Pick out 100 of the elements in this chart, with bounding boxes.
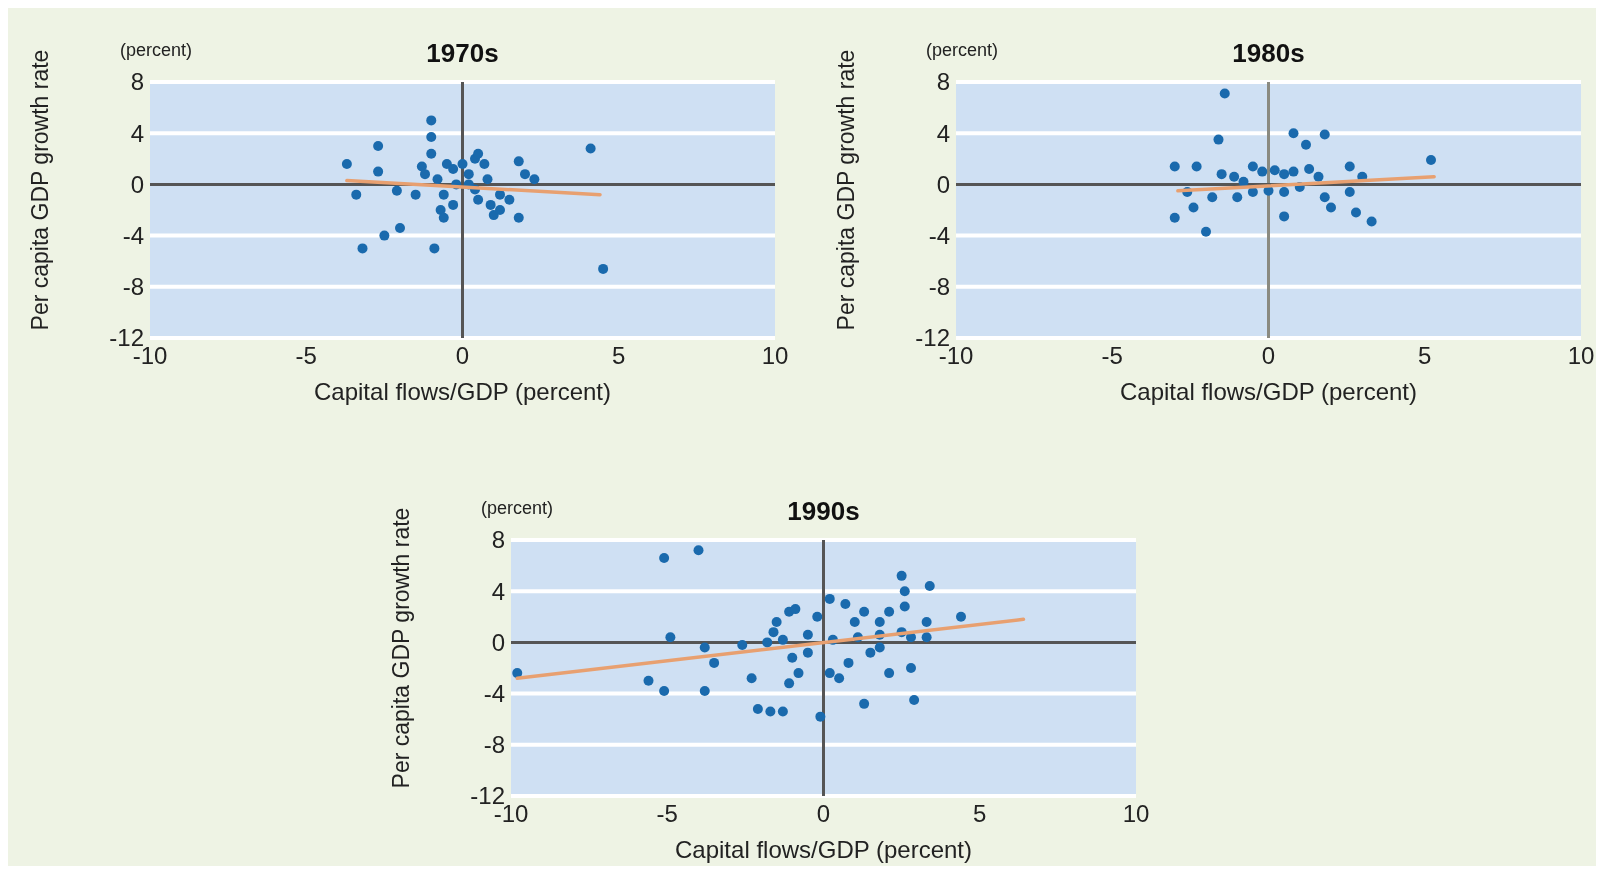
point <box>921 616 932 627</box>
point <box>457 158 468 169</box>
x-tick-label: 0 <box>816 800 831 827</box>
point <box>513 212 524 223</box>
point <box>752 703 763 714</box>
y-tick-label: -8 <box>928 273 950 301</box>
point <box>924 581 935 592</box>
point <box>659 552 670 563</box>
point <box>513 156 524 167</box>
point <box>665 632 676 643</box>
point <box>896 570 907 581</box>
point <box>1279 187 1290 198</box>
point <box>435 205 446 215</box>
chart-title: 1970s <box>426 38 499 68</box>
point <box>1426 155 1436 166</box>
point <box>1351 207 1361 218</box>
point <box>432 174 443 185</box>
point <box>1229 171 1240 182</box>
point <box>373 166 384 177</box>
point <box>1219 88 1230 99</box>
point <box>341 158 352 169</box>
point <box>485 199 496 210</box>
y-tick-label: 8 <box>936 68 950 96</box>
point <box>448 199 459 210</box>
point <box>1288 128 1299 139</box>
point <box>874 616 885 627</box>
point <box>391 185 402 196</box>
point <box>956 611 966 622</box>
y-tick-label: 4 <box>130 119 144 147</box>
point <box>643 675 654 686</box>
point <box>802 629 813 640</box>
point <box>762 637 773 648</box>
point <box>746 673 757 684</box>
point <box>1232 192 1243 203</box>
point <box>504 194 515 205</box>
point <box>899 601 910 612</box>
point <box>1279 169 1290 180</box>
x-axis-title: Capital flows/GDP (percent) <box>1120 378 1417 405</box>
y-tick-label: 8 <box>491 526 505 554</box>
point <box>357 243 368 254</box>
point <box>777 706 788 717</box>
point <box>448 164 459 175</box>
point <box>438 189 449 200</box>
point <box>874 642 885 653</box>
y-axis-title: Per capita GDP growth rate <box>27 49 53 331</box>
point <box>473 194 484 205</box>
point <box>395 222 405 233</box>
point <box>843 657 854 668</box>
chart-title: 1990s <box>787 496 860 526</box>
point <box>709 657 720 668</box>
point <box>598 263 609 274</box>
point <box>1191 161 1202 172</box>
point <box>438 212 449 223</box>
point <box>884 606 895 617</box>
y-tick-label: -8 <box>122 273 144 301</box>
y-tick-label: 0 <box>936 170 950 198</box>
x-axis-title: Capital flows/GDP (percent) <box>314 378 611 405</box>
point <box>1288 166 1299 177</box>
point <box>737 639 748 650</box>
point <box>921 632 932 643</box>
point <box>1257 166 1268 177</box>
point <box>771 616 782 627</box>
point <box>824 668 835 679</box>
point <box>1216 169 1227 180</box>
point <box>426 132 437 143</box>
x-tick-label: -5 <box>656 800 678 827</box>
point <box>859 606 870 617</box>
y-tick-label: 8 <box>130 68 144 96</box>
point <box>429 243 440 254</box>
point <box>379 230 390 241</box>
y-tick-label: -8 <box>483 731 505 759</box>
point <box>659 686 670 697</box>
x-tick-label: 5 <box>973 800 987 827</box>
point <box>815 711 826 722</box>
x-axis-title: Capital flows/GDP (percent) <box>675 836 972 863</box>
point <box>520 169 530 180</box>
point <box>512 668 523 679</box>
x-tick-label: 10 <box>761 342 789 369</box>
point <box>812 611 823 622</box>
y-tick-label: 4 <box>491 577 505 605</box>
point <box>840 599 851 609</box>
x-tick-label: -5 <box>295 342 317 369</box>
point <box>1304 164 1315 175</box>
point <box>1213 134 1224 145</box>
point <box>802 647 813 658</box>
x-tick-label: 5 <box>612 342 626 369</box>
point <box>1319 129 1330 140</box>
point <box>884 668 895 679</box>
point <box>834 673 845 684</box>
point <box>482 174 493 185</box>
y-tick-label: 0 <box>491 628 505 656</box>
text: (percent) <box>481 498 554 518</box>
point <box>693 545 704 556</box>
point <box>787 652 798 663</box>
x-tick-label: -5 <box>1101 342 1123 369</box>
point <box>824 593 835 604</box>
point <box>585 143 596 154</box>
y-axis-title: Per capita GDP growth rate <box>388 507 414 789</box>
point <box>426 148 437 159</box>
point <box>790 604 801 615</box>
